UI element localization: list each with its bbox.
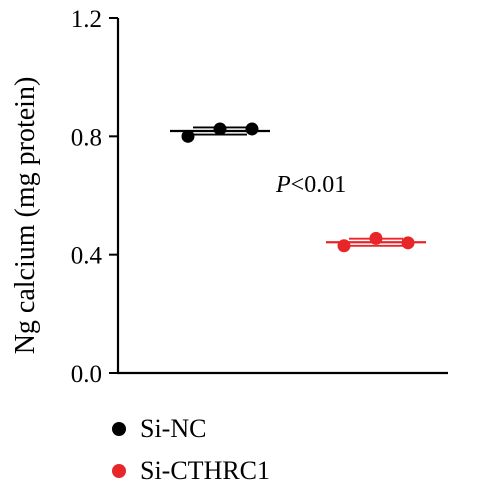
data-point	[369, 231, 383, 245]
legend-marker-si-cthrc1-icon	[112, 464, 126, 478]
legend-label-si-cthrc1: Si-CTHRC1	[140, 456, 271, 485]
series-si-nc	[170, 122, 270, 143]
axes	[116, 18, 448, 375]
p-value-annotation: P<0.01	[275, 172, 346, 198]
data-point	[245, 122, 259, 136]
legend-item-si-nc: Si-NC	[112, 408, 270, 450]
data-point	[213, 122, 227, 136]
y-tick-label: 1.2	[71, 6, 102, 33]
data-point	[337, 239, 351, 253]
data-point	[401, 236, 415, 250]
legend-label-si-nc: Si-NC	[140, 414, 207, 443]
legend: Si-NC Si-CTHRC1	[112, 408, 270, 492]
series-si-cthrc1	[326, 231, 426, 253]
y-axis-label: Ng calcium (mg protein)	[10, 77, 41, 355]
legend-marker-si-nc-icon	[112, 422, 126, 436]
data-marks	[170, 122, 426, 253]
legend-item-si-cthrc1: Si-CTHRC1	[112, 450, 270, 492]
y-tick-label: 0.4	[71, 243, 103, 270]
y-tick-label: 0.0	[71, 361, 102, 388]
y-tick-label: 0.8	[71, 124, 102, 151]
y-ticks: 0.0 0.4 0.8 1.2	[71, 6, 118, 388]
data-point	[181, 129, 195, 143]
